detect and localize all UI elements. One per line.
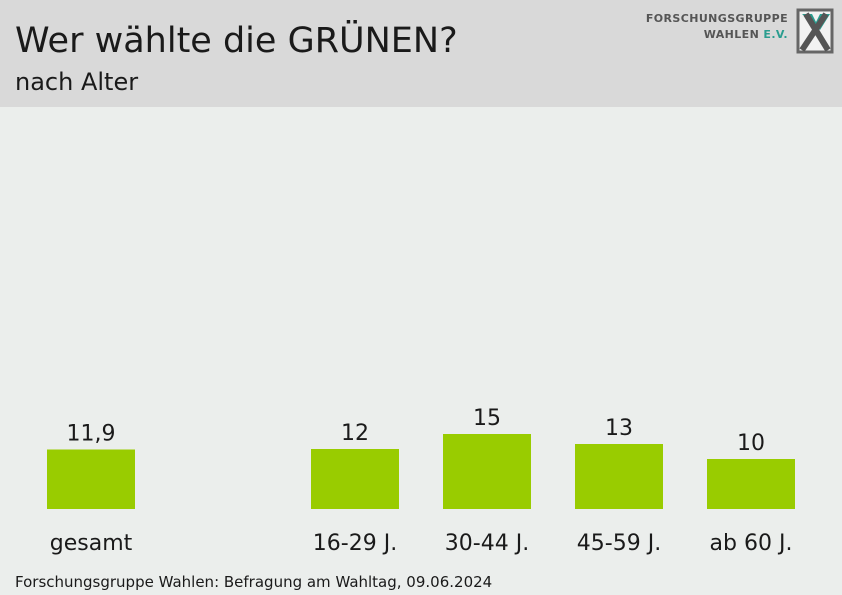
logo-wordmark: FORSCHUNGSGRUPPE WAHLEN E.V. xyxy=(646,11,788,43)
header-bar: Wer wählte die GRÜNEN? nach Alter FORSCH… xyxy=(0,0,842,107)
bar-3 xyxy=(575,444,663,509)
source-note: Forschungsgruppe Wahlen: Befragung am Wa… xyxy=(15,573,493,591)
bar-value-label-4: 10 xyxy=(737,431,765,456)
chart-subtitle: nach Alter xyxy=(15,68,139,96)
category-label-2: 30-44 J. xyxy=(445,531,529,556)
category-label-3: 45-59 J. xyxy=(577,531,661,556)
bar-chart: 11,9 gesamt 12 16-29 J. 15 30-44 J. 13 45-59 J.… xyxy=(47,406,795,556)
bar-1 xyxy=(311,449,399,509)
chart-title: Wer wählte die GRÜNEN? xyxy=(15,21,458,61)
bar-value-label-1: 12 xyxy=(341,421,369,446)
bar-value-label-2: 15 xyxy=(473,406,501,431)
bar-value-label-3: 13 xyxy=(605,416,633,441)
logo-line-2-suffix: E.V. xyxy=(763,28,788,41)
logo-line-1: FORSCHUNGSGRUPPE xyxy=(645,12,788,25)
logo-line-2-text: WAHLEN xyxy=(703,28,760,41)
category-label-4: ab 60 J. xyxy=(710,531,793,556)
bar-2 xyxy=(443,434,531,509)
category-label-1: 16-29 J. xyxy=(313,531,397,556)
bar-4 xyxy=(707,459,795,509)
category-label-0: gesamt xyxy=(50,531,133,556)
fgw-x-logo-icon xyxy=(796,8,834,54)
logo-line-2: WAHLEN E.V. xyxy=(646,27,788,43)
bar-0 xyxy=(47,449,135,509)
bar-value-label-0: 11,9 xyxy=(67,422,116,447)
